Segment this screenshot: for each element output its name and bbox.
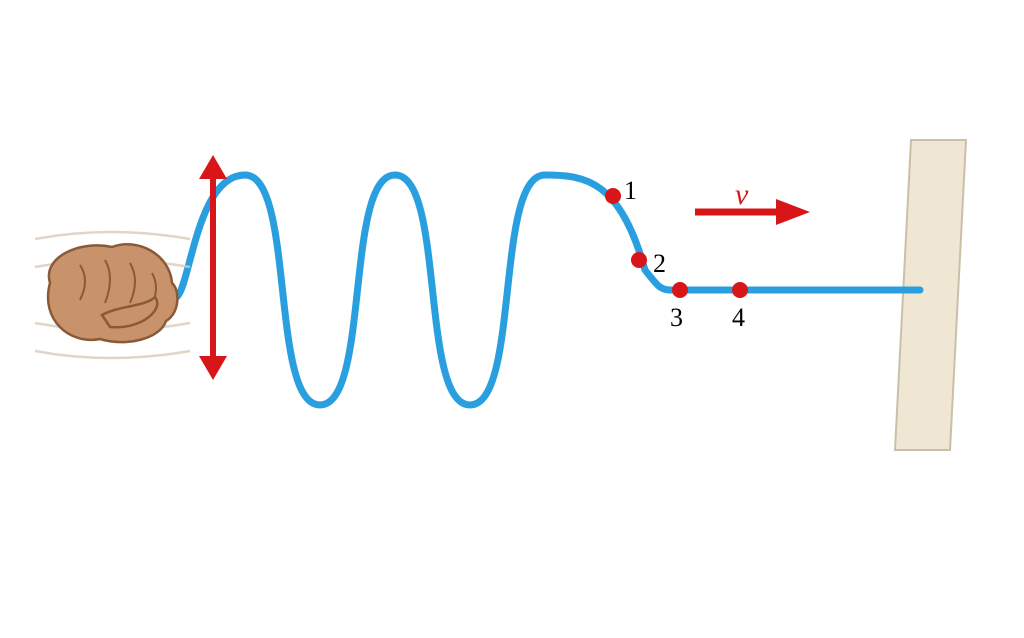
wave-point-1 [605,188,621,204]
velocity-arrow-head [776,199,810,225]
wave-path [175,175,920,405]
wall [895,140,966,450]
wave-point-3 [672,282,688,298]
wave-point-label-2: 2 [653,249,666,279]
diagram-svg [0,0,1024,638]
wave-point-label-4: 4 [732,303,745,333]
oscillation-arrow-head-down [199,356,227,380]
hand-icon [35,232,190,358]
wave-point-label-1: 1 [624,176,637,206]
wave-point-label-3: 3 [670,303,683,333]
wave-point-4 [732,282,748,298]
oscillation-arrow-head-up [199,155,227,179]
wave-point-2 [631,252,647,268]
velocity-label: v [735,178,748,212]
